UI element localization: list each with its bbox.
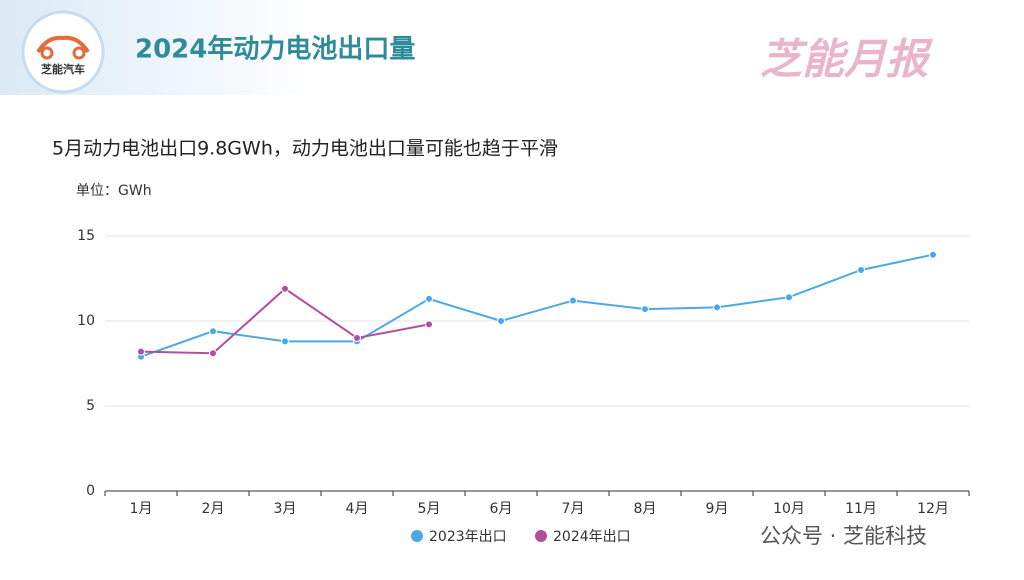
x-tick-label: 1月 xyxy=(130,501,153,517)
x-tick-label: 12月 xyxy=(917,501,949,517)
x-tick-label: 5月 xyxy=(418,501,441,517)
logo-icon xyxy=(36,35,90,54)
point xyxy=(209,327,217,336)
point xyxy=(281,284,289,293)
watermark: 公众号 · 芝能科技 xyxy=(760,524,927,548)
point xyxy=(137,347,145,356)
point xyxy=(929,250,937,259)
y-tick-label: 5 xyxy=(86,398,95,414)
point xyxy=(569,296,577,305)
x-tick-label: 10月 xyxy=(773,501,805,517)
y-axis-label: 单位：GWh xyxy=(76,183,152,199)
y-tick-label: 15 xyxy=(77,228,95,244)
x-tick-label: 2月 xyxy=(202,501,225,517)
point xyxy=(353,334,361,342)
x-tick-label: 7月 xyxy=(562,501,585,517)
page-title: 2024年动力电池出口量 xyxy=(135,34,415,65)
x-tick-label: 4月 xyxy=(346,501,369,517)
subtitle: 5月动力电池出口9.8GWh，动力电池出口量可能也趋于平滑 xyxy=(52,138,558,160)
point xyxy=(713,303,721,312)
point xyxy=(281,337,289,346)
legend-swatch xyxy=(535,530,547,542)
logo-text: 芝能汽车 xyxy=(41,62,85,76)
point xyxy=(497,317,505,325)
legend-label: 2024年出口 xyxy=(553,529,631,545)
point xyxy=(641,305,649,314)
x-tick-label: 6月 xyxy=(490,501,513,517)
y-tick-label: 10 xyxy=(77,313,95,329)
point xyxy=(209,349,217,358)
point xyxy=(425,294,433,303)
point xyxy=(425,320,433,329)
logo-wheel xyxy=(40,46,54,60)
point xyxy=(857,266,865,274)
line xyxy=(140,253,934,358)
legend-swatch xyxy=(411,530,423,542)
x-tick-label: 8月 xyxy=(634,501,657,517)
logo-wheel xyxy=(72,46,86,60)
x-tick-label: 9月 xyxy=(706,501,729,517)
x-tick-label: 3月 xyxy=(274,501,297,517)
brand: 芝能月报 xyxy=(760,35,933,84)
logo-circle xyxy=(21,10,105,94)
x-tick-label: 11月 xyxy=(845,501,877,517)
legend-label: 2023年出口 xyxy=(429,529,507,545)
y-tick-label: 0 xyxy=(86,483,95,499)
point xyxy=(785,293,793,302)
